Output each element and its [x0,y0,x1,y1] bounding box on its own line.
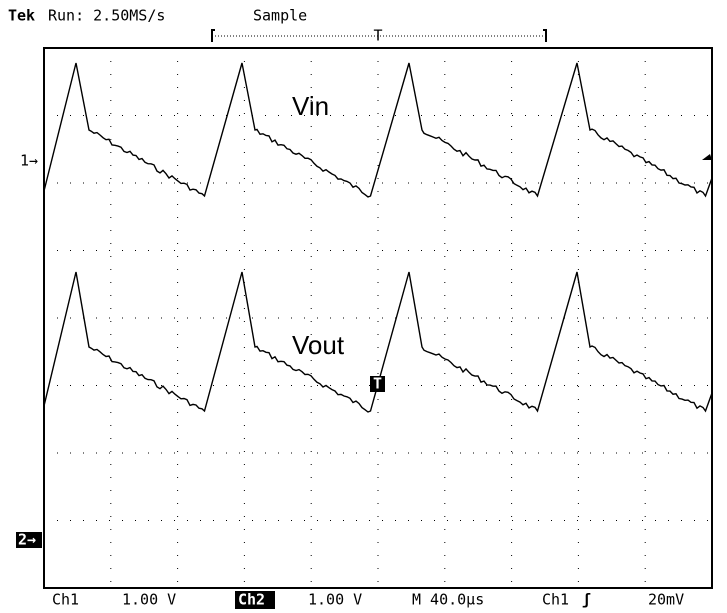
record-bracket [211,29,547,42]
waveforms [43,62,713,413]
ch1-name: Ch1 [52,591,79,609]
trigger-level-box [370,376,385,392]
trace-1 [43,62,713,198]
trigger-level: 20mV [648,591,684,609]
ch2-box [235,591,275,609]
trigger-position: T [373,27,382,45]
brand: Tek [8,7,35,25]
trigger-level-marker: T [373,375,382,393]
trigger-source: Ch1 [542,591,569,609]
acquisition-mode: Sample [253,7,307,25]
trace-label: Vin [292,91,329,121]
screen-frame [43,47,713,589]
channel-1-marker: 1→ [20,152,38,170]
graticule [44,48,712,588]
trigger-arrow [702,154,712,160]
status: Run: 2.50MS/s [48,7,165,25]
trace-label: Vout [292,330,345,360]
channel-2-marker: 2→ [18,531,36,549]
ch1-scale: 1.00 V [122,591,176,609]
ch2-scale: 1.00 V [308,591,362,609]
channel-2-box [16,532,42,548]
trigger-slope: ʃ [582,591,591,609]
ch2-name: Ch2 [238,591,265,609]
timebase: M 40.0µs [412,591,484,609]
trace-2 [43,271,713,413]
